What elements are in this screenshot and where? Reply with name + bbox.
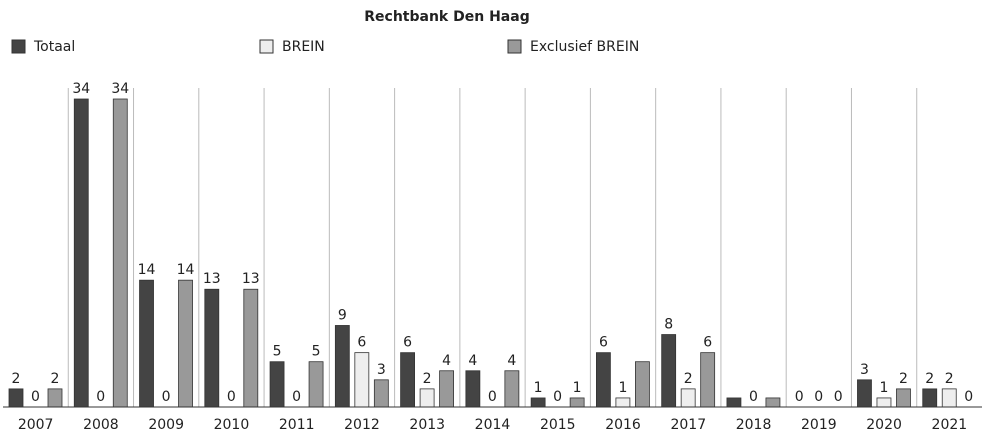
bar — [139, 279, 154, 408]
data-label: 2 — [684, 371, 693, 387]
bar — [354, 352, 370, 408]
x-tick-label: 2009 — [148, 417, 184, 433]
bar — [941, 388, 957, 408]
bar — [530, 397, 546, 408]
legend-swatch — [11, 39, 26, 54]
bar — [269, 361, 285, 408]
bar — [178, 279, 193, 408]
data-label: 2 — [925, 371, 934, 387]
chart-title: Rechtbank Den Haag — [364, 9, 529, 25]
x-tick-label: 2021 — [932, 417, 968, 433]
x-tick-label: 2012 — [344, 417, 380, 433]
bar — [765, 397, 781, 408]
bar — [439, 370, 455, 408]
x-tick-label: 2016 — [605, 417, 641, 433]
x-tick-label: 2013 — [409, 417, 445, 433]
bar — [8, 388, 24, 408]
data-label: 2 — [423, 371, 432, 387]
data-label: 14 — [177, 262, 195, 278]
data-label: 1 — [880, 380, 889, 396]
bar — [504, 370, 520, 408]
bar — [373, 379, 389, 408]
data-label: 4 — [468, 353, 477, 369]
data-label: 6 — [403, 335, 412, 351]
data-label: 0 — [227, 389, 236, 405]
data-label: 6 — [703, 335, 712, 351]
data-label: 0 — [162, 389, 171, 405]
legend-label: Exclusief BREIN — [530, 39, 639, 55]
bar — [876, 397, 892, 408]
bar — [465, 370, 481, 408]
bar — [47, 388, 63, 408]
data-label: 0 — [292, 389, 301, 405]
bar — [112, 98, 128, 408]
bar — [596, 352, 611, 408]
bar — [896, 388, 911, 408]
data-label: 2 — [12, 371, 21, 387]
data-label: 34 — [72, 81, 90, 97]
bar — [569, 397, 585, 408]
bar — [615, 397, 631, 408]
data-label: 3 — [860, 362, 869, 378]
data-label: 0 — [795, 389, 804, 405]
bar — [661, 334, 677, 408]
bar — [400, 352, 416, 408]
x-tick-label: 2015 — [540, 417, 576, 433]
x-tick-label: 2008 — [83, 417, 119, 433]
legend-label: Totaal — [33, 39, 75, 55]
data-label: 0 — [31, 389, 40, 405]
data-label: 0 — [96, 389, 105, 405]
data-label: 0 — [553, 389, 562, 405]
bar — [204, 288, 220, 408]
bar — [726, 397, 742, 408]
legend-swatch — [259, 39, 274, 54]
data-label: 0 — [964, 389, 973, 405]
bar — [922, 388, 938, 408]
data-label: 34 — [111, 81, 129, 97]
data-label: 9 — [338, 307, 347, 323]
data-label: 2 — [899, 371, 908, 387]
data-label: 6 — [599, 335, 608, 351]
data-label: 5 — [312, 344, 321, 360]
bar — [73, 98, 89, 408]
data-label: 13 — [203, 271, 221, 287]
data-label: 8 — [664, 317, 673, 333]
data-label: 3 — [377, 362, 386, 378]
data-label: 0 — [749, 389, 758, 405]
x-tick-label: 2010 — [214, 417, 250, 433]
data-label: 0 — [814, 389, 823, 405]
data-label: 5 — [273, 344, 282, 360]
data-label: 14 — [138, 262, 156, 278]
bar — [419, 388, 435, 408]
bar — [700, 352, 716, 408]
data-label: 6 — [357, 335, 366, 351]
bar — [308, 361, 324, 408]
data-label: 2 — [945, 371, 954, 387]
x-tick-label: 2017 — [670, 417, 706, 433]
x-tick-label: 2020 — [866, 417, 902, 433]
bar — [334, 325, 350, 408]
data-label: 0 — [834, 389, 843, 405]
x-tick-label: 2018 — [736, 417, 772, 433]
data-label: 4 — [507, 353, 516, 369]
bar — [857, 379, 872, 408]
bar — [680, 388, 696, 408]
bar — [243, 288, 259, 408]
x-tick-label: 2014 — [475, 417, 511, 433]
legend-label: BREIN — [282, 39, 325, 55]
x-tick-label: 2011 — [279, 417, 315, 433]
data-label: 1 — [534, 380, 543, 396]
legend-swatch — [507, 39, 522, 54]
data-label: 13 — [242, 271, 260, 287]
data-label: 2 — [51, 371, 60, 387]
x-tick-label: 2007 — [18, 417, 54, 433]
bar — [635, 361, 650, 408]
data-label: 1 — [573, 380, 582, 396]
data-label: 0 — [488, 389, 497, 405]
x-tick-label: 2019 — [801, 417, 837, 433]
data-label: 4 — [442, 353, 451, 369]
data-label: 1 — [618, 380, 627, 396]
